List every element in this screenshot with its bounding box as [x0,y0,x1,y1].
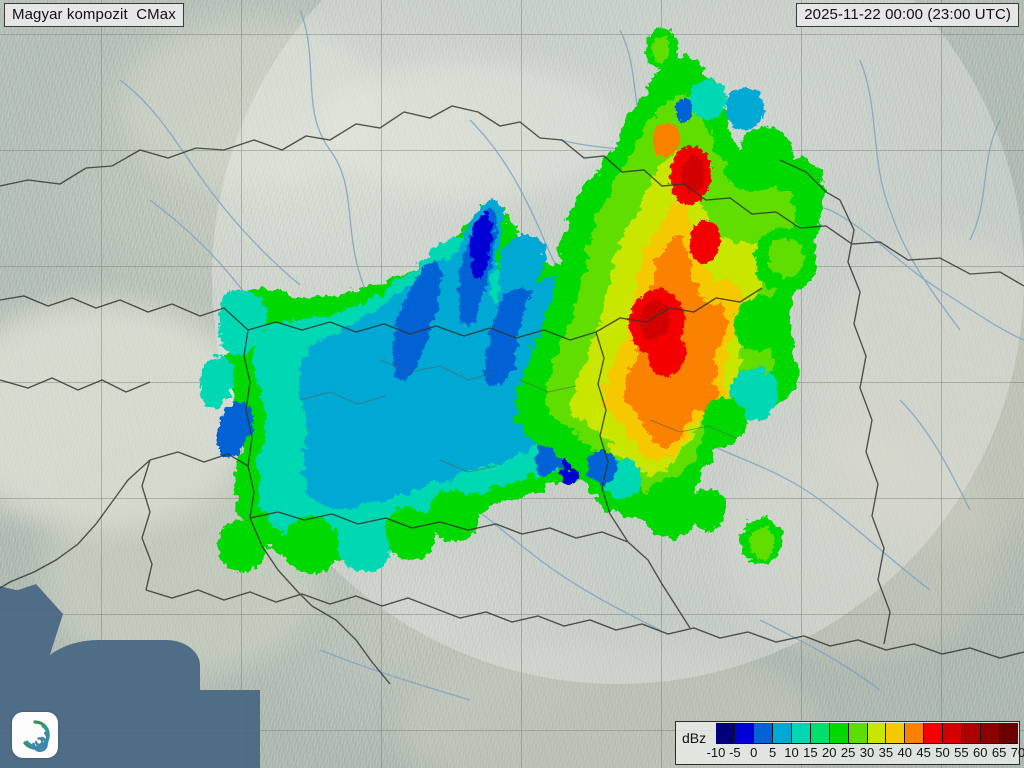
legend-swatch [848,723,868,743]
legend-swatch [791,723,811,743]
legend-swatch [772,723,792,743]
legend-swatch [734,723,754,743]
legend-tick: 65 [991,745,1007,760]
legend-swatch [943,723,963,743]
relief-transylvania [720,430,1000,660]
legend-tick: -10 [706,745,726,760]
legend-tick: 10 [784,745,799,760]
legend-swatch [867,723,887,743]
legend-tick: 25 [840,745,856,760]
legend-tick: 0 [750,745,758,760]
legend-unit-label: dBz [682,730,707,746]
legend-swatch [886,723,906,743]
legend-tick: 55 [954,745,969,760]
legend-swatch [1000,723,1018,743]
legend-swatch [905,723,925,743]
legend-swatch [981,723,1001,743]
page-title: Magyar kompozit CMax [4,3,184,27]
legend-tick: 60 [973,745,988,760]
legend-tick: 35 [878,745,894,760]
legend-swatch [810,723,830,743]
legend-color-bar [716,723,1018,744]
legend-swatch [962,723,982,743]
relief-bohemia [120,20,380,190]
omsz-logo[interactable] [12,712,58,758]
legend-tick-labels: -10 -5 0 5 10 15 20 25 30 35 40 45 50 55 60 65 70 [707,745,1024,763]
legend-tick: 50 [935,745,950,760]
legend-swatch [829,723,849,743]
legend-tick: -5 [729,745,741,760]
legend-swatch [924,723,944,743]
legend-swatch [716,723,735,743]
legend-tick: 70 [1010,745,1024,760]
legend-tick: 20 [822,745,837,760]
legend-tick: 15 [803,745,818,760]
legend-swatch [753,723,773,743]
legend-tick: 5 [769,745,777,760]
timestamp-label: 2025-11-22 00:00 (23:00 UTC) [796,3,1019,27]
legend-tick: 40 [897,745,912,760]
legend-tick: 45 [916,745,931,760]
legend-tick: 30 [859,745,875,760]
dbz-color-legend: dBz -10 -5 0 5 10 15 20 25 30 35 40 45 50 55 60 65 70 [675,721,1024,765]
